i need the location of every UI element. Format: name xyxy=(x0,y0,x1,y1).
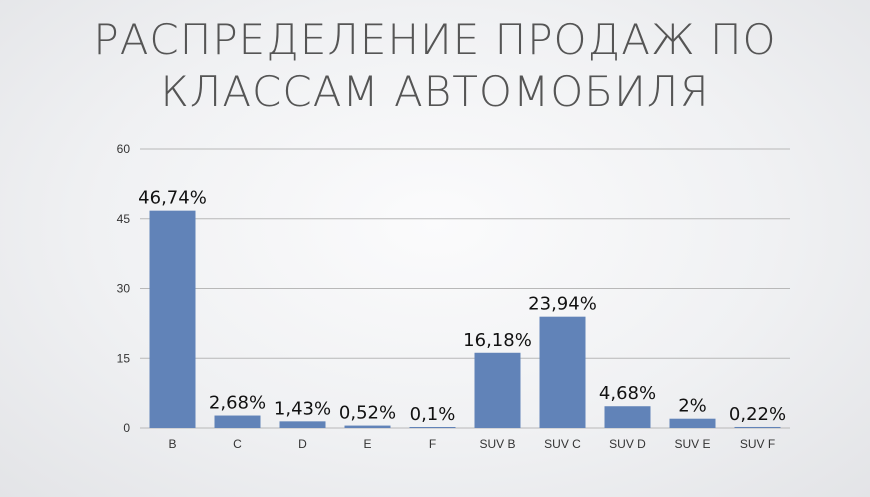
chart-title-line-1: РАСПРЕДЕЛЕНИЕ ПРОДАЖ ПО xyxy=(93,15,777,64)
data-label: 0,52% xyxy=(339,403,396,424)
bar xyxy=(214,415,261,428)
data-label: 1,43% xyxy=(274,398,331,419)
data-label: 46,74% xyxy=(138,188,207,209)
data-label: 0,1% xyxy=(410,404,456,425)
category-label: B xyxy=(168,437,176,451)
category-label: SUV F xyxy=(740,437,775,451)
data-label: 4,68% xyxy=(599,383,656,404)
y-tick-label: 30 xyxy=(117,282,131,296)
category-label: SUV D xyxy=(609,437,646,451)
data-label: 23,94% xyxy=(528,294,597,315)
y-tick-label: 0 xyxy=(123,421,130,435)
category-label: F xyxy=(429,437,436,451)
y-tick-label: 45 xyxy=(117,212,131,226)
chart-title: РАСПРЕДЕЛЕНИЕ ПРОДАЖ ПО КЛАССАМ АВТОМОБИ… xyxy=(0,14,870,118)
category-label: C xyxy=(233,437,242,451)
category-label: D xyxy=(298,437,307,451)
data-label: 2,68% xyxy=(209,393,266,414)
bar xyxy=(149,210,196,428)
bar xyxy=(344,425,391,428)
y-tick-label: 15 xyxy=(117,351,131,365)
category-label: SUV B xyxy=(479,437,515,451)
bar xyxy=(734,426,781,428)
data-label: 0,22% xyxy=(729,404,786,425)
bar xyxy=(409,427,456,428)
y-tick-label: 60 xyxy=(117,142,131,156)
chart-title-line-2: КЛАССАМ АВТОМОБИЛЯ xyxy=(160,67,710,116)
data-label: 16,18% xyxy=(463,330,532,351)
category-label: SUV C xyxy=(544,437,581,451)
bar xyxy=(604,406,651,428)
data-label: 2% xyxy=(678,396,707,417)
category-label: E xyxy=(363,437,371,451)
category-label: SUV E xyxy=(674,437,710,451)
bar xyxy=(539,316,586,428)
bar xyxy=(474,352,521,428)
bar xyxy=(669,418,716,428)
bar xyxy=(279,421,326,428)
